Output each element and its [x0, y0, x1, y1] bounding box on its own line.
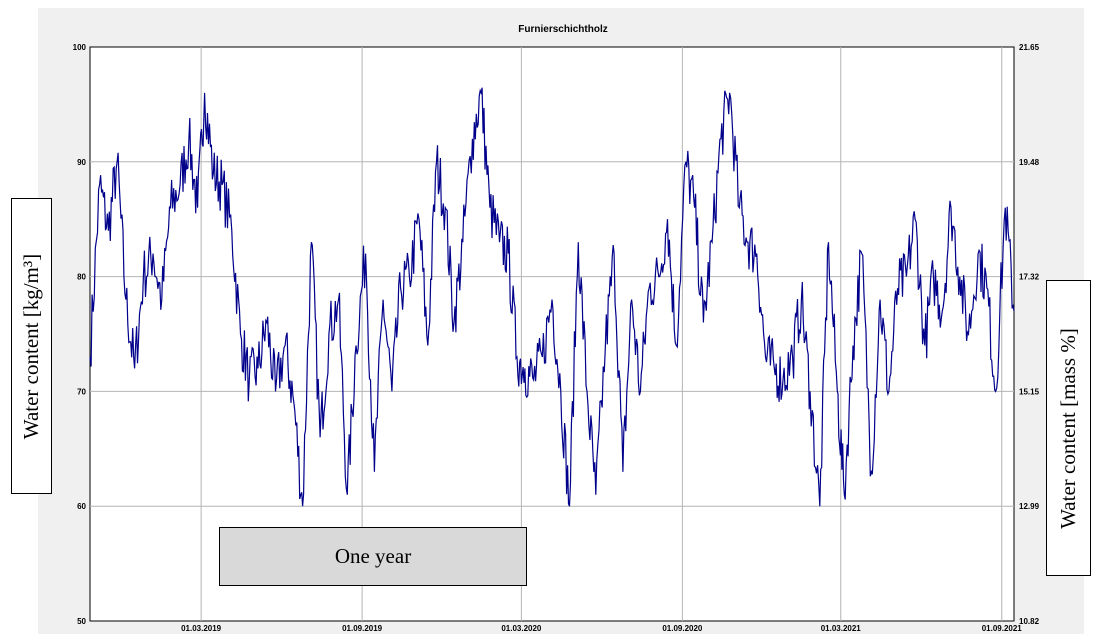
x-tick-label: 01.09.2019: [342, 624, 383, 633]
y-tick-label-right: 15.15: [1019, 387, 1040, 396]
y-axis-label-right: Water content [mass %]: [1056, 327, 1080, 529]
y-tick-label-right: 19.48: [1019, 158, 1040, 167]
y-tick-label-right: 12.99: [1019, 502, 1040, 511]
x-tick-label: 01.09.2021: [982, 624, 1023, 633]
chart-frame: Furnierschichtholz 100 90 80 70 60 50 21.65 19…: [38, 8, 1084, 634]
one-year-annotation: One year: [219, 527, 527, 586]
y-tick-label-left: 50: [77, 617, 86, 626]
y-tick-label-left: 100: [73, 43, 87, 52]
y-tick-label-right: 10.82: [1019, 617, 1040, 626]
y-tick-label-left: 80: [77, 273, 86, 282]
chart-title: Furnierschichtholz: [518, 24, 607, 35]
y-axis-label-left: Water content [kg/m³]: [19, 253, 43, 439]
x-tick-label: 01.03.2021: [821, 624, 862, 633]
x-tick-label: 01.03.2020: [501, 624, 542, 633]
x-tick-label: 01.03.2019: [181, 624, 222, 633]
y-axis-right: 21.65 19.48 17.32 15.15 12.99 10.82: [1019, 43, 1040, 626]
series-line-water-content: [89, 87, 1015, 507]
y-tick-label-left: 90: [77, 158, 86, 167]
y-axis-left: 100 90 80 70 60 50: [73, 43, 87, 626]
y-axis-label-left-box: Water content [kg/m³]: [11, 198, 52, 494]
x-axis: 01.03.2019 01.09.2019 01.03.2020 01.09.2020…: [181, 624, 1022, 633]
gridlines: [90, 47, 1014, 621]
x-tick-label: 01.09.2020: [662, 624, 703, 633]
y-tick-label-left: 60: [77, 502, 86, 511]
y-axis-label-right-box: Water content [mass %]: [1046, 280, 1091, 576]
y-tick-label-left: 70: [77, 387, 86, 396]
y-tick-label-right: 17.32: [1019, 273, 1040, 282]
y-tick-label-right: 21.65: [1019, 43, 1040, 52]
chart-svg: Furnierschichtholz 100 90 80 70 60 50 21.65 19…: [73, 24, 1040, 633]
